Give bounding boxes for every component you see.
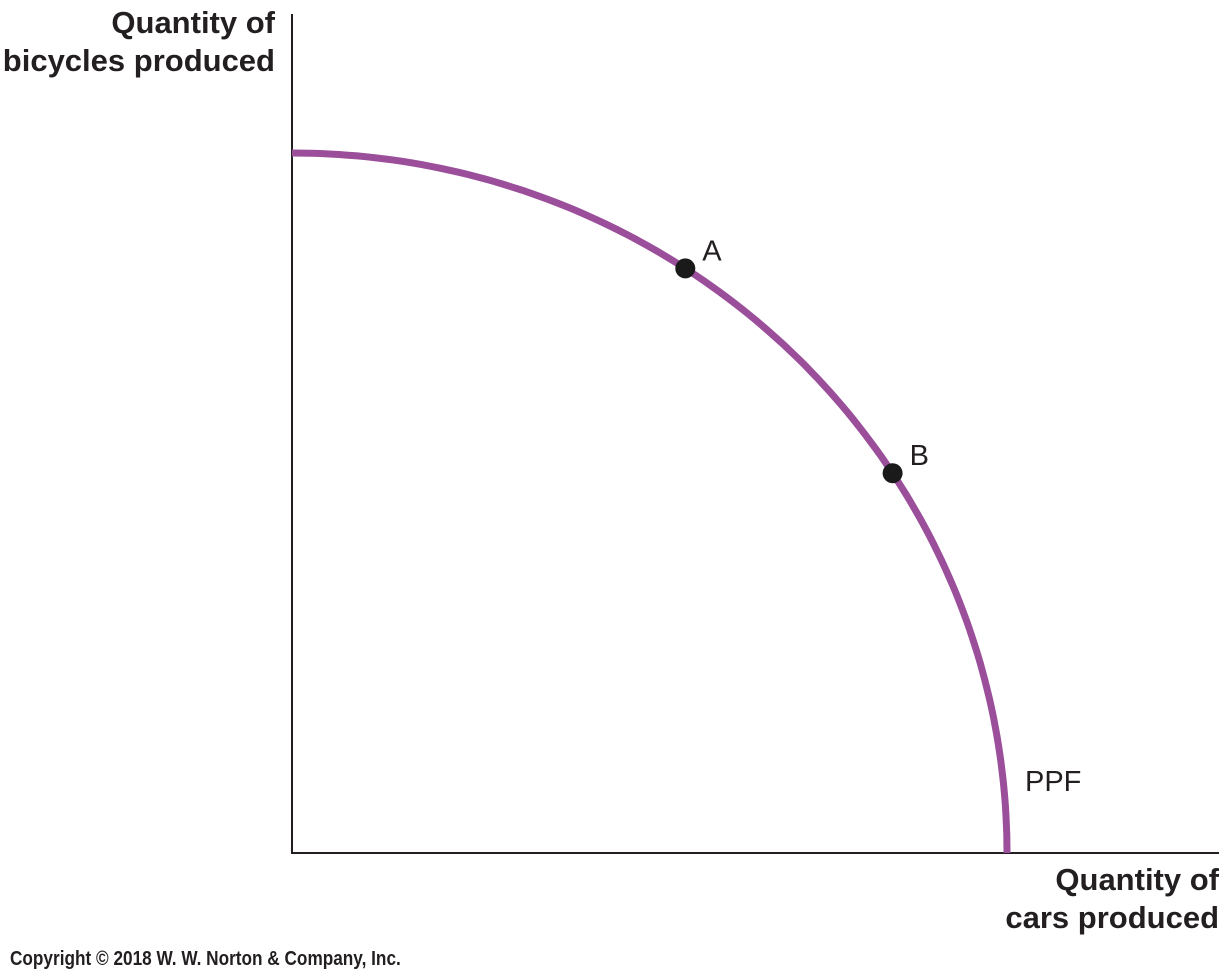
y-axis-label-line-1: Quantity of (111, 5, 275, 40)
point-b-label: B (910, 440, 929, 472)
ppf-curve-label: PPF (1025, 766, 1081, 798)
point-b-marker (882, 463, 903, 484)
ppf-curve (291, 149, 1011, 854)
copyright-notice: Copyright © 2018 W. W. Norton & Company,… (10, 948, 401, 970)
x-axis-label-line-1: Quantity of (1055, 862, 1219, 897)
x-axis-label-line-2: cars produced (1005, 900, 1219, 935)
y-axis-label: Quantity of bicycles produced (3, 4, 275, 80)
y-axis-label-line-2: bicycles produced (2, 43, 275, 78)
point-a-label: A (702, 235, 722, 267)
x-axis-label: Quantity of cars produced (1005, 861, 1219, 937)
point-a-marker (675, 258, 696, 279)
